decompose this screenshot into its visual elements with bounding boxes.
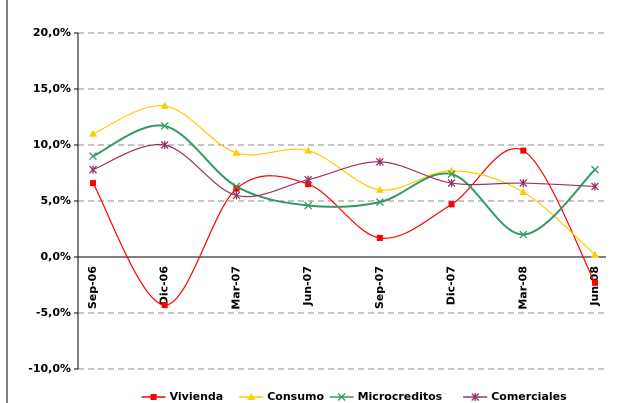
- legend-marker: [337, 393, 346, 401]
- marker: [375, 185, 384, 193]
- x-tick-label: Dic-07: [445, 266, 458, 305]
- marker: [233, 185, 240, 192]
- legend-label: Consumo: [267, 390, 324, 403]
- marker: [305, 181, 312, 188]
- marker: [591, 250, 599, 258]
- y-tick-label: 15,0%: [33, 82, 71, 95]
- marker: [447, 170, 456, 179]
- marker: [232, 191, 241, 200]
- marker: [89, 129, 97, 137]
- marker: [232, 148, 241, 156]
- y-tick-label: 0,0%: [40, 250, 71, 263]
- marker: [592, 279, 598, 286]
- marker: [161, 302, 168, 309]
- x-tick-label: Sep-06: [86, 266, 99, 309]
- legend-label: Comerciales: [491, 390, 567, 403]
- marker: [519, 230, 528, 239]
- legend-label: Vivienda: [170, 390, 224, 403]
- marker: [519, 179, 528, 188]
- marker: [376, 234, 383, 241]
- marker: [519, 188, 528, 196]
- x-tick-label: Dic-06: [158, 266, 171, 306]
- legend: Vivienda Consumo Microcreditos Comerciales: [141, 390, 567, 403]
- legend-marker: [247, 393, 256, 400]
- marker: [160, 141, 169, 149]
- y-tick-label: -10,0%: [28, 362, 71, 375]
- x-tick-label: Jun-07: [301, 266, 314, 307]
- series-line: [92, 124, 596, 236]
- series-line: [92, 143, 596, 198]
- marker: [447, 179, 456, 188]
- series-line: [92, 105, 596, 256]
- marker: [375, 157, 384, 166]
- x-tick-label: Sep-07: [373, 266, 386, 309]
- y-tick-label: 20,0%: [33, 26, 71, 39]
- marker: [90, 180, 96, 187]
- marker: [591, 165, 599, 174]
- marker: [89, 152, 97, 161]
- marker: [160, 101, 169, 109]
- y-tick-label: 5,0%: [40, 194, 71, 207]
- marker: [160, 122, 169, 130]
- marker: [591, 182, 599, 191]
- x-tick-label: Mar-08: [516, 266, 529, 310]
- legend-label: Microcreditos: [358, 390, 443, 403]
- marker: [304, 146, 313, 154]
- x-tick-label: Mar-07: [229, 266, 242, 310]
- y-tick-label: 10,0%: [33, 138, 71, 151]
- marker: [89, 165, 97, 174]
- marker: [232, 182, 241, 191]
- marker: [520, 147, 527, 154]
- marker: [375, 198, 384, 207]
- y-tick-label: -5,0%: [36, 306, 71, 319]
- legend-marker: [150, 394, 157, 400]
- marker: [304, 175, 313, 184]
- marker: [448, 201, 455, 208]
- legend-marker: [471, 393, 480, 401]
- marker: [304, 201, 313, 210]
